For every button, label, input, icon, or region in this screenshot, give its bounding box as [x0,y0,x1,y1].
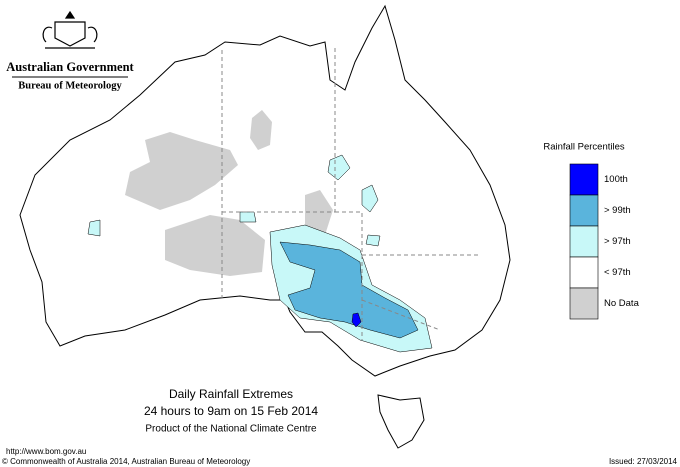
legend-label: > 97th [604,236,631,247]
above-99th-region [279,241,419,339]
legend-label: > 99th [604,205,631,216]
legend-label: No Data [604,298,640,309]
caption-period: 24 hours to 9am on 15 Feb 2014 [144,404,318,418]
legend: 100th > 99th > 97th < 97th No Data [569,163,640,320]
legend-swatch [569,256,599,289]
coat-of-arms [42,10,98,49]
legend-label: < 97th [604,267,631,278]
record-region [351,312,362,328]
legend-swatch [569,225,599,258]
government-name: Australian Government [6,60,134,74]
legend-swatch [569,287,599,320]
legend-label: 100th [604,174,628,185]
legend-title: Rainfall Percentiles [543,142,625,153]
tasmania-outline [377,394,425,449]
footer-url: http://www.bom.gov.au [6,447,86,456]
bureau-name: Bureau of Meteorology [18,80,122,91]
australia-outline [19,4,511,377]
legend-swatch [569,163,599,196]
legend-swatch [569,194,599,227]
footer-issued: Issued: 27/03/2014 [609,457,678,466]
footer-copyright: © Commonwealth of Australia 2014, Austra… [2,457,250,466]
no-data-regions [125,110,333,276]
state-borders [221,45,480,340]
caption-title: Daily Rainfall Extremes [169,387,293,401]
caption-product: Product of the National Climate Centre [145,424,317,435]
